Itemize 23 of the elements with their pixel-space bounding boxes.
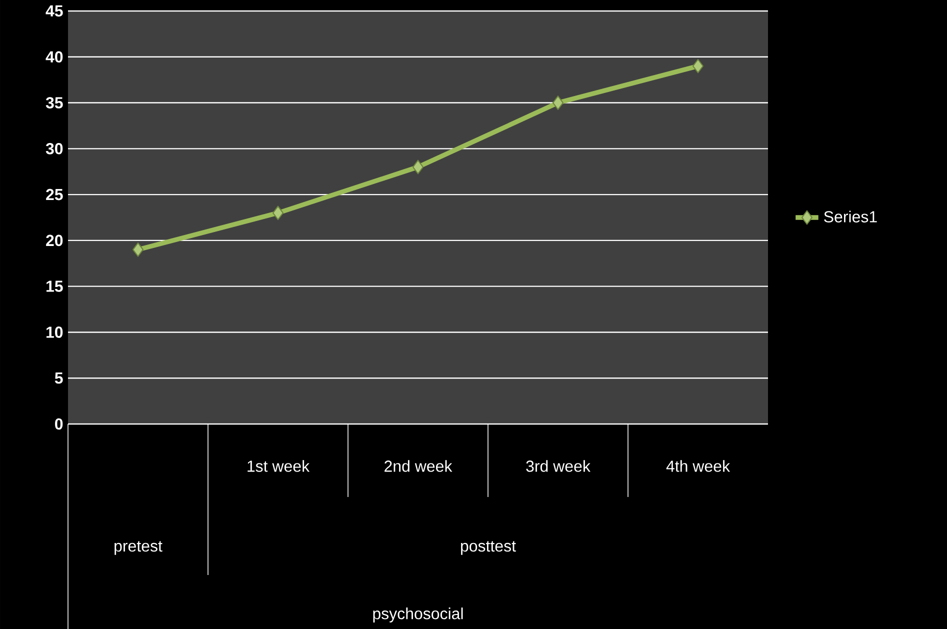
- x-tick-label: 3rd week: [526, 460, 590, 472]
- legend-label: Series1: [824, 210, 877, 222]
- y-tick-label: 25: [46, 188, 63, 200]
- point: [132, 242, 144, 257]
- text: psychosocial: [373, 607, 463, 622]
- y-tick-label: 30: [46, 142, 63, 154]
- y-tick-label: 40: [46, 51, 63, 62]
- y-tick-label: 20: [46, 234, 63, 246]
- y-tick-label: 0: [55, 418, 63, 430]
- text: pretest: [114, 540, 162, 555]
- point: [272, 206, 284, 220]
- point: [412, 160, 424, 174]
- x-tick-label: 4th week: [666, 460, 730, 472]
- x-tick-label: 1st week: [248, 460, 310, 472]
- point: [692, 58, 704, 74]
- x-tick-label: 2nd week: [384, 460, 452, 472]
- y-tick-label: 45: [46, 5, 63, 16]
- y-tick-label: 5: [54, 372, 63, 384]
- text: posttest: [461, 540, 516, 555]
- y-tick-label: 10: [46, 326, 63, 338]
- point: [552, 95, 564, 110]
- y-tick-label: 15: [46, 280, 63, 292]
- y-tick-label: 35: [46, 96, 63, 108]
